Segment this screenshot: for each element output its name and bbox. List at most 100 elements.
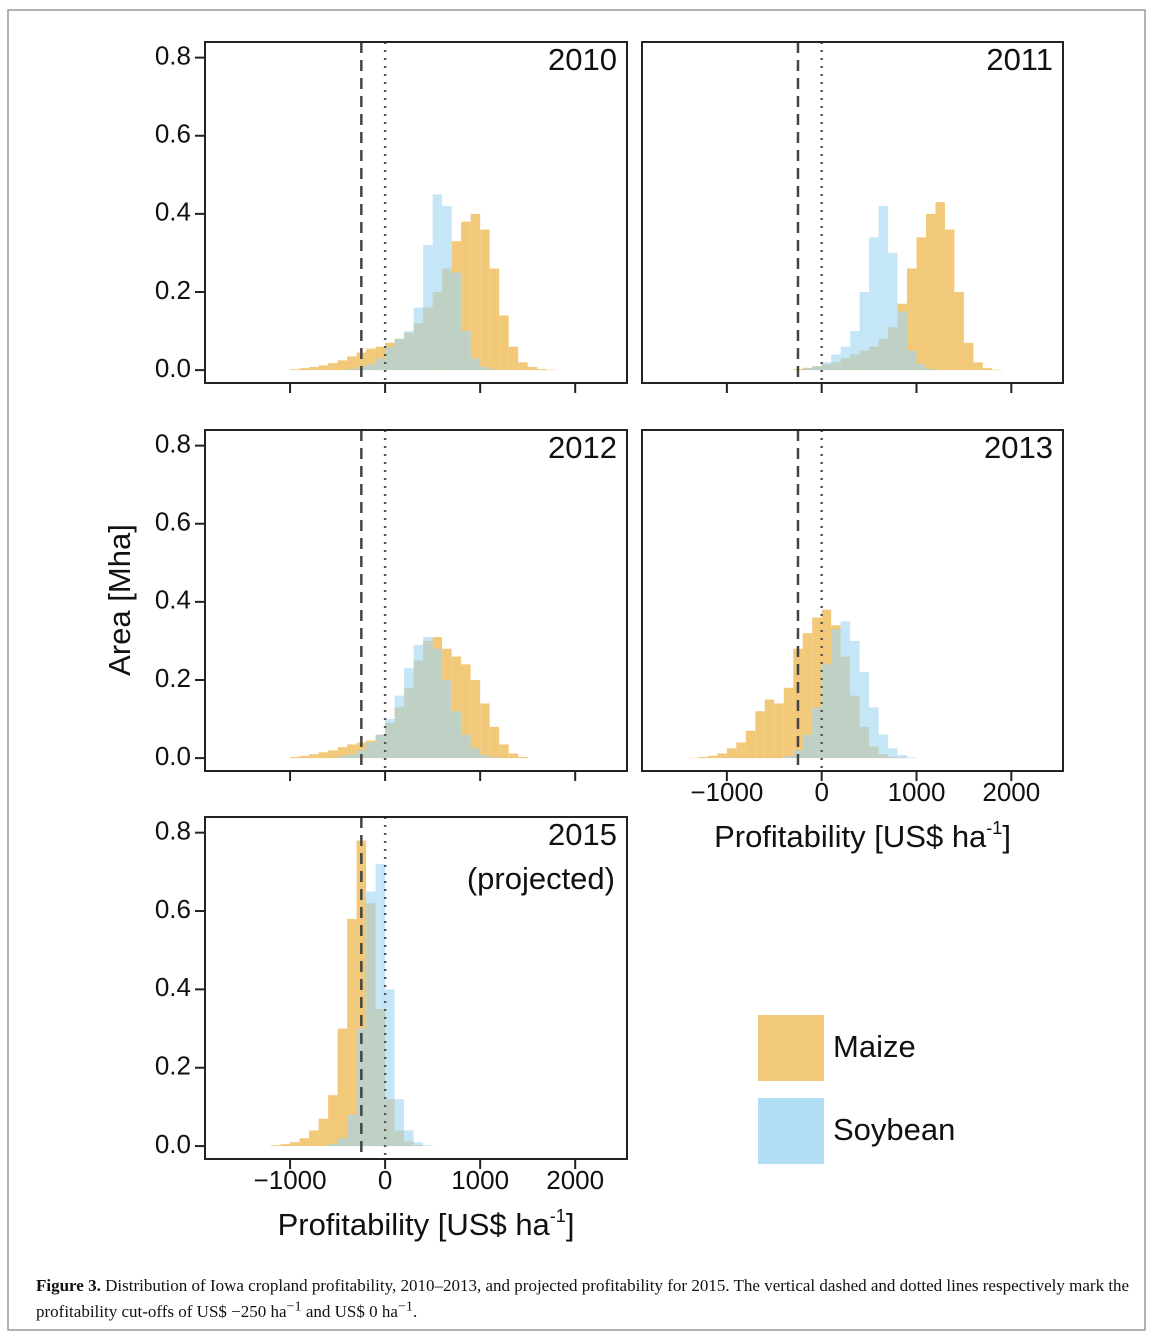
caption-text: Distribution of Iowa cropland profitabil…: [36, 1276, 1129, 1321]
histogram-bar: [442, 206, 452, 371]
histogram-bar: [499, 315, 509, 371]
histogram-bar: [869, 237, 879, 371]
histogram-bar: [821, 664, 832, 759]
histogram-bar: [963, 342, 974, 371]
histogram-bar: [432, 194, 443, 371]
histogram-bar: [850, 640, 860, 759]
histogram-bar: [698, 756, 708, 759]
y-tick-label: 0.2: [155, 1051, 191, 1081]
histogram-bar: [802, 368, 813, 371]
histogram-bar: [935, 202, 945, 371]
y-axis-label: Area [Mha]: [102, 524, 137, 676]
histogram-bar: [736, 742, 746, 759]
histogram-bar: [812, 707, 822, 759]
histogram-bar: [888, 748, 898, 759]
histogram-bar: [375, 358, 386, 371]
histogram-bar: [394, 1099, 405, 1147]
histogram-bar: [337, 360, 348, 371]
histogram-bar: [717, 753, 727, 759]
histogram-bar: [859, 291, 870, 371]
histogram-bar: [366, 891, 376, 1147]
histogram-bar: [916, 364, 926, 371]
histogram-bar: [299, 368, 310, 371]
legend-swatch: [758, 1015, 824, 1081]
histogram-bar: [461, 331, 471, 371]
histogram-bar: [432, 648, 443, 759]
histogram-bar: [461, 221, 471, 371]
histogram-bar: [518, 756, 528, 759]
histogram-bar: [309, 754, 319, 759]
y-tick-label: 0.2: [155, 275, 191, 305]
x-axis-label: Profitability [US$ ha-1]: [278, 1206, 575, 1242]
histogram-bar: [461, 664, 471, 759]
histogram-bar: [423, 245, 433, 371]
histogram-bar: [489, 757, 500, 759]
histogram-bar: [489, 726, 500, 759]
panel-frame: [204, 41, 628, 384]
histogram-bar: [480, 754, 490, 759]
histogram-bar: [347, 754, 357, 759]
histogram-bar: [783, 687, 794, 759]
histogram-bar: [375, 734, 386, 759]
caption-label: Figure 3.: [36, 1276, 101, 1295]
histogram-bar: [328, 750, 338, 759]
y-tick-label: 0.4: [155, 585, 191, 615]
histogram-bar: [404, 331, 414, 371]
x-tick-label: 0: [814, 777, 828, 807]
histogram-bar: [944, 229, 955, 371]
histogram-bar: [442, 679, 452, 759]
histogram-bar: [347, 368, 357, 371]
histogram-bar: [499, 744, 509, 759]
histogram-bar: [423, 637, 433, 759]
histogram-bar: [423, 1145, 433, 1147]
histogram-bar: [356, 352, 367, 371]
histogram-bar: [840, 346, 851, 371]
x-axis-label-sup: -1: [550, 1206, 566, 1226]
panel: 0.0 0.2 0.4 0.6 0.8 2012 Area [Mha]: [102, 428, 628, 781]
y-tick-label: 0.8: [155, 816, 191, 846]
histogram-bar: [451, 711, 462, 759]
histogram-bar: [869, 707, 879, 759]
histogram-bar: [385, 989, 395, 1147]
histogram-bar: [907, 268, 917, 371]
caption-segment: .: [413, 1301, 418, 1321]
histogram-bar: [726, 748, 737, 759]
histogram-bar: [518, 362, 528, 371]
histogram-bar: [385, 346, 395, 371]
histogram-bar: [925, 368, 936, 371]
histogram-bar: [375, 864, 386, 1147]
y-tick-label: 0.4: [155, 972, 191, 1002]
histogram-bar: [489, 369, 500, 371]
histogram-bar: [347, 918, 357, 1147]
panel: 2011: [641, 41, 1064, 393]
histogram-bar: [328, 1144, 338, 1147]
x-tick-label: 1000: [888, 777, 946, 807]
histogram-bar: [897, 311, 908, 371]
histogram-bar: [347, 1114, 357, 1147]
histogram-bar: [347, 356, 357, 371]
histogram-bar: [271, 1145, 281, 1147]
histogram-bar: [328, 1095, 338, 1147]
y-tick-label: 0.0: [155, 741, 191, 771]
y-tick-label: 0.0: [155, 353, 191, 383]
panel-title: 2013: [984, 430, 1053, 465]
caption: Figure 3. Distribution of Iowa cropland …: [36, 1276, 1131, 1322]
histogram-bar: [356, 840, 367, 1147]
panel-title: 2010: [548, 42, 617, 77]
histogram-bar: [925, 213, 936, 371]
histogram-bar: [318, 1118, 329, 1147]
histogram-bar: [907, 757, 917, 759]
histogram-bar: [850, 331, 860, 371]
histogram-bar: [527, 366, 538, 371]
histogram-bar: [783, 756, 794, 759]
histogram-bar: [802, 734, 813, 759]
histogram-bar: [508, 753, 519, 759]
y-tick-label: 0.6: [155, 119, 191, 149]
x-tick-label: 0: [378, 1165, 392, 1195]
histogram-bar: [413, 307, 424, 371]
histogram-bar: [755, 711, 765, 759]
histogram-bar: [831, 629, 841, 759]
y-tick-label: 0.6: [155, 894, 191, 924]
